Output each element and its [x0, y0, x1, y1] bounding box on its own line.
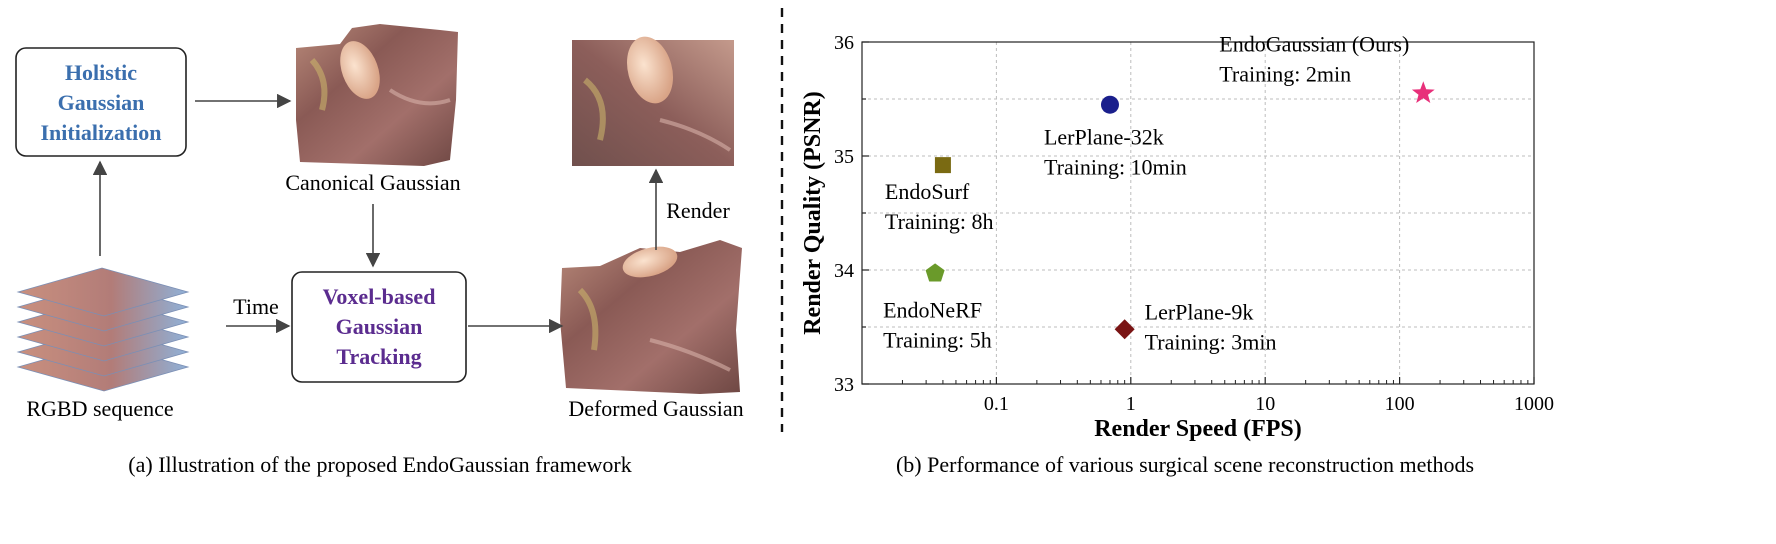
- point-name-label: LerPlane-9k: [1145, 299, 1254, 324]
- x-tick-label: 10: [1255, 393, 1275, 415]
- framework-diagram: Holistic Gaussian Initialization Voxel-b…: [15, 24, 744, 477]
- track-line-2: Gaussian: [336, 314, 423, 339]
- canonical-gaussian-label: Canonical Gaussian: [285, 170, 460, 195]
- point-lerplane-9k: [1114, 319, 1135, 340]
- track-line-1: Voxel-based: [323, 284, 436, 309]
- x-tick-label: 1000: [1514, 393, 1554, 415]
- point-training-label: Training: 8h: [885, 209, 994, 234]
- chart-point-labels: EndoGaussian (Ours) Training: 2min LerPlan…: [883, 31, 1409, 354]
- render-label: Render: [666, 198, 730, 223]
- point-name-label: EndoGaussian (Ours): [1219, 31, 1409, 56]
- holistic-init-box: Holistic Gaussian Initialization: [15, 47, 187, 157]
- point-training-label: Training: 3min: [1145, 329, 1277, 354]
- point-name-label: LerPlane-32k: [1044, 125, 1164, 150]
- caption-b: (b) Performance of various surgical scen…: [896, 452, 1474, 477]
- caption-a: (a) Illustration of the proposed EndoGau…: [128, 452, 631, 477]
- performance-scatter-chart: 0.1 1 10 100 1000 33 34 35 36 EndoGaussian (Ours…: [800, 31, 1554, 442]
- chart-ticks: 0.1 1 10 100 1000 33 34 35 36: [834, 32, 1554, 415]
- rendered-image: [572, 36, 734, 166]
- rgbd-stack: [16, 267, 190, 392]
- x-tick-label: 1: [1126, 393, 1136, 415]
- y-tick-label: 33: [834, 374, 854, 396]
- init-line-3: Initialization: [40, 120, 161, 145]
- point-training-label: Training: 10min: [1044, 155, 1187, 180]
- init-line-1: Holistic: [65, 60, 137, 85]
- x-axis-label: Render Speed (FPS): [1094, 416, 1302, 442]
- point-endogaussian-ours: [1411, 81, 1435, 103]
- point-training-label: Training: 2min: [1219, 61, 1351, 86]
- canonical-gaussian-image: [296, 24, 458, 166]
- point-lerplane-32k: [1100, 95, 1119, 114]
- y-axis-label: Render Quality (PSNR): [800, 91, 826, 335]
- point-name-label: EndoSurf: [885, 179, 970, 204]
- voxel-tracking-box: Voxel-based Gaussian Tracking: [291, 271, 467, 383]
- y-tick-label: 36: [834, 32, 854, 54]
- track-line-3: Tracking: [336, 344, 421, 369]
- x-tick-label: 0.1: [984, 393, 1009, 415]
- rgbd-sequence-label: RGBD sequence: [26, 396, 173, 421]
- point-endosurf: [934, 157, 951, 174]
- rgbd-frame: [16, 267, 190, 317]
- point-name-label: EndoNeRF: [883, 297, 982, 322]
- init-line-2: Gaussian: [58, 90, 145, 115]
- point-training-label: Training: 5h: [883, 327, 992, 352]
- deformed-gaussian-label: Deformed Gaussian: [568, 396, 743, 421]
- point-endonerf: [925, 263, 945, 282]
- chart-points: [925, 81, 1435, 340]
- time-label: Time: [233, 294, 279, 319]
- y-tick-label: 35: [834, 146, 854, 168]
- x-tick-label: 100: [1385, 393, 1415, 415]
- deformed-gaussian-image: [560, 240, 742, 394]
- y-tick-label: 34: [834, 260, 854, 282]
